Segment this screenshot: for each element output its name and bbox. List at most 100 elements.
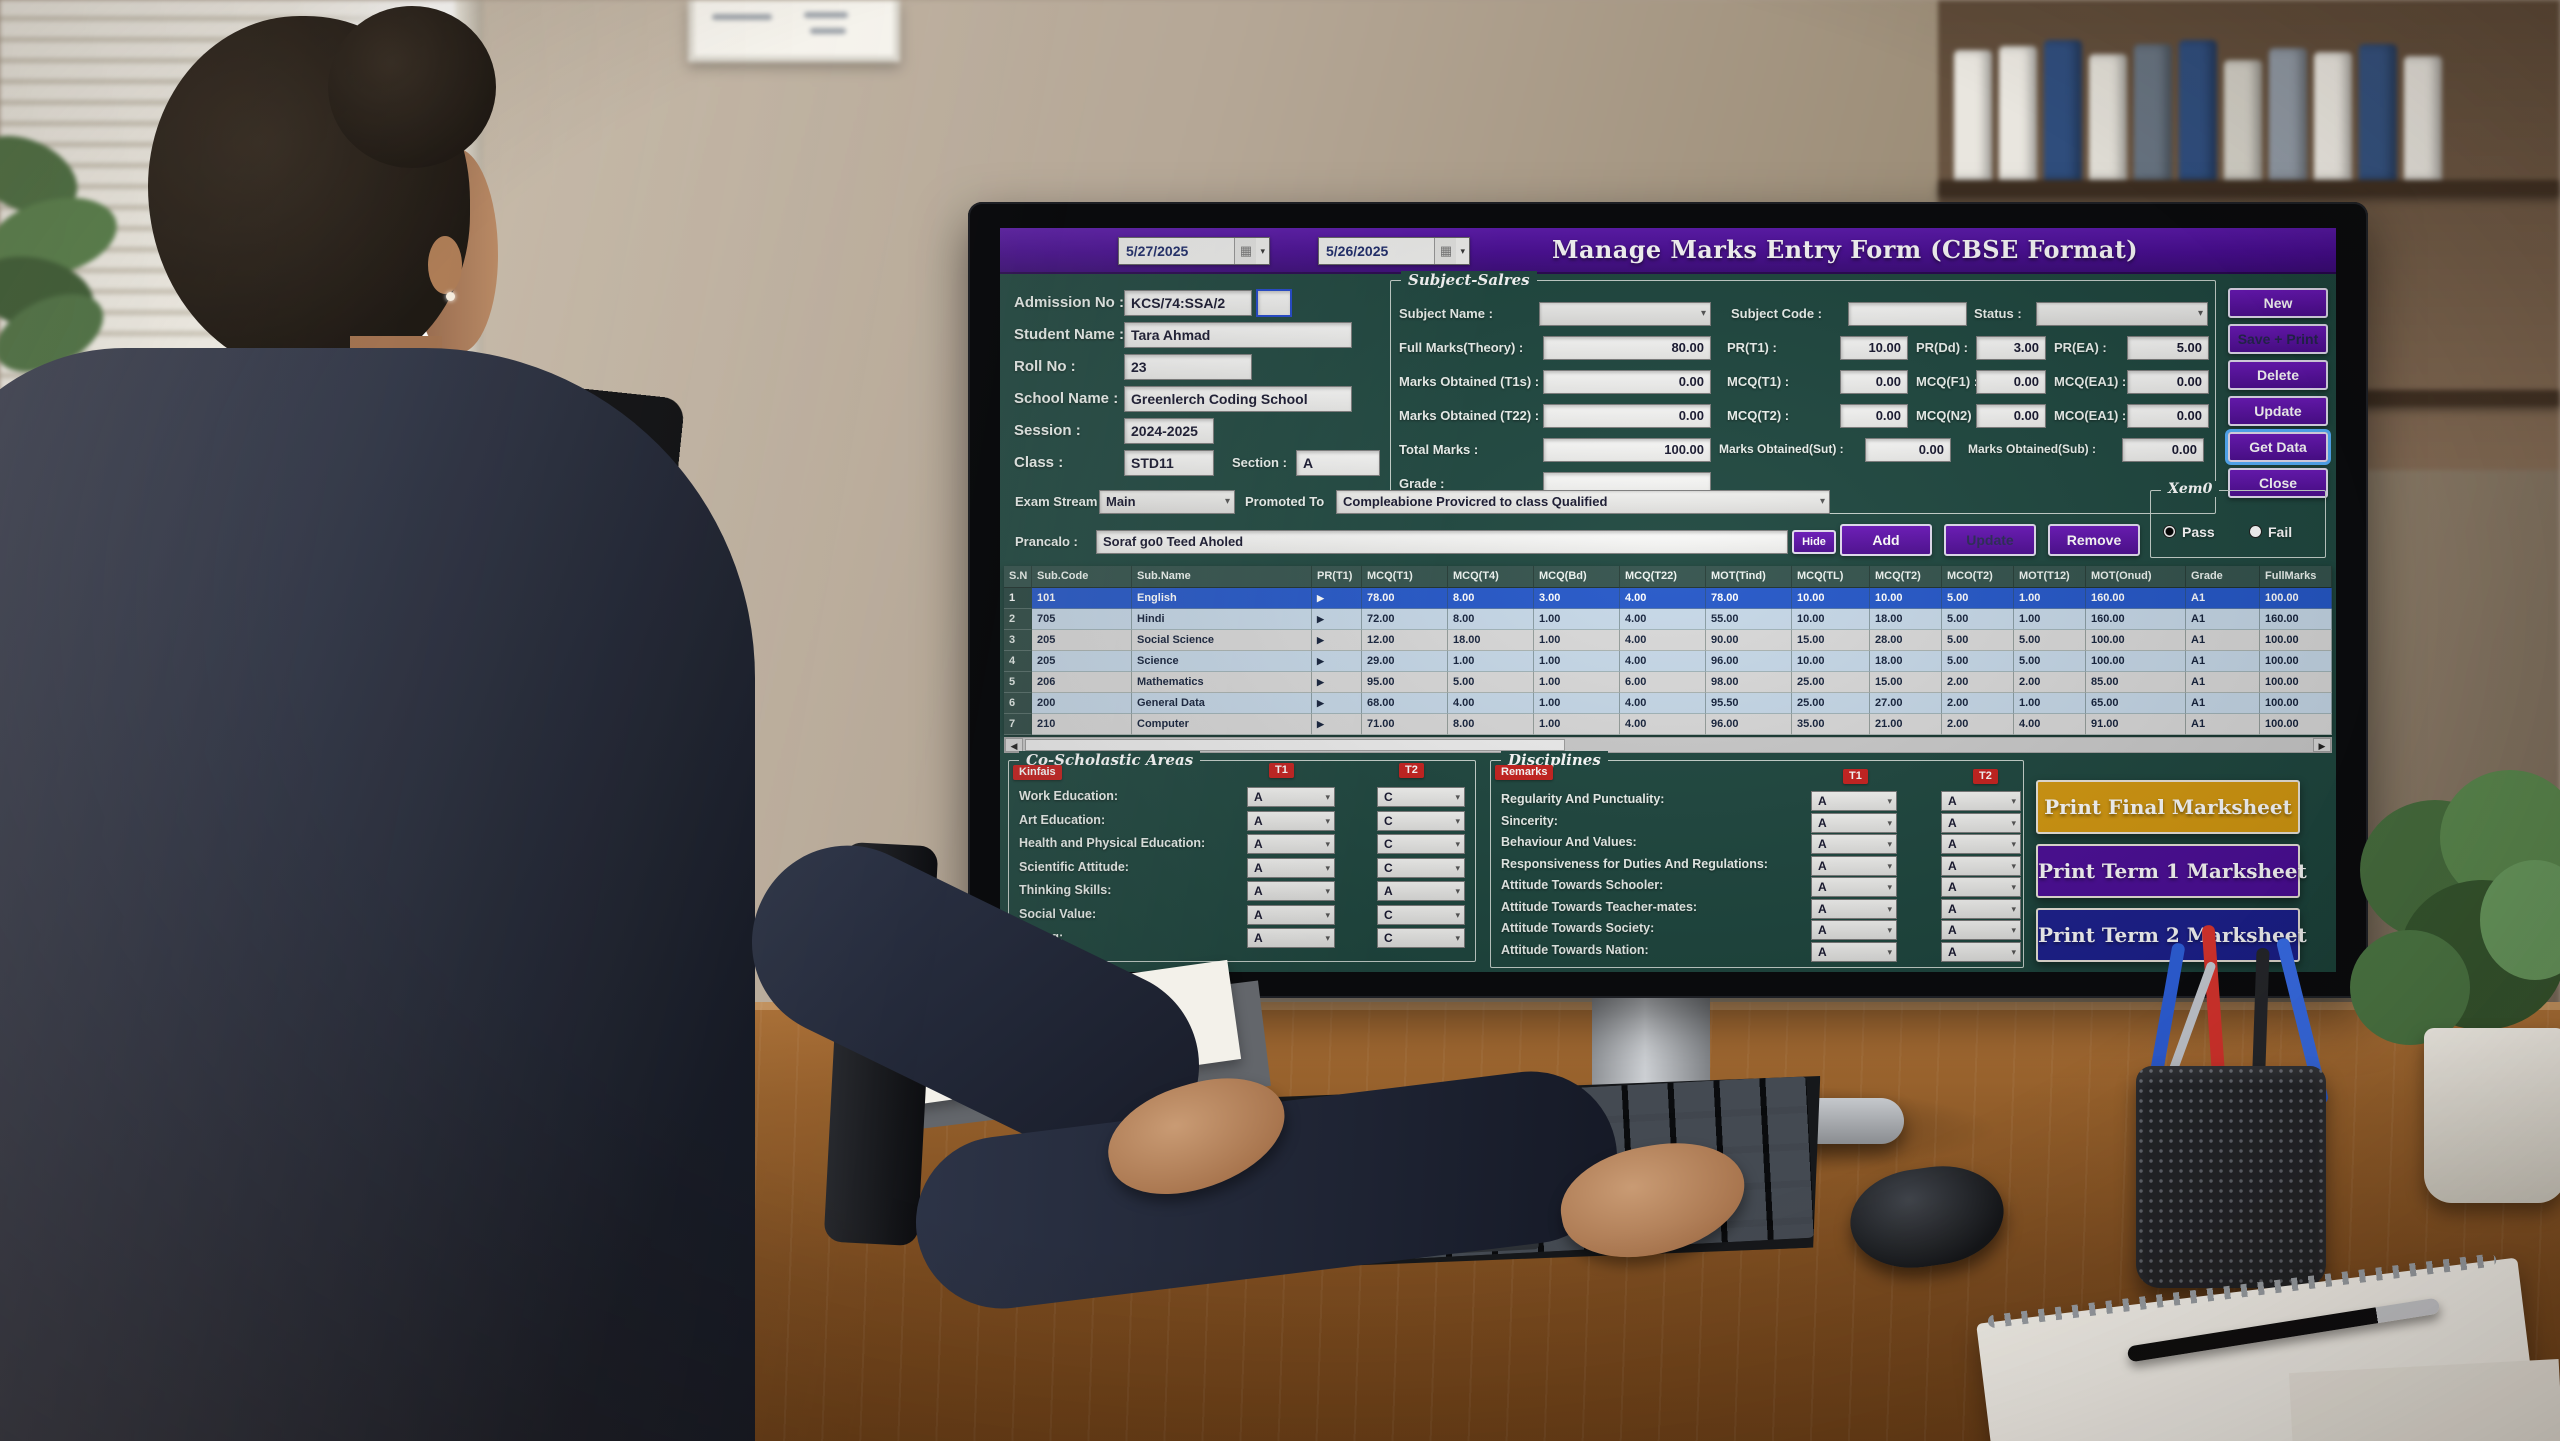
- grade-select[interactable]: A ▾: [1811, 877, 1897, 897]
- student-name-input[interactable]: Tara Ahmad: [1124, 322, 1352, 348]
- shelf-board: [1938, 180, 2560, 196]
- remarks-input[interactable]: Soraf go0 Teed Aholed: [1096, 530, 1788, 554]
- scroll-right-icon[interactable]: ▶: [2313, 738, 2331, 752]
- status-select[interactable]: ▾: [2036, 302, 2208, 326]
- grade-select[interactable]: A ▾: [1941, 941, 2021, 962]
- section-input[interactable]: A: [1296, 450, 1380, 476]
- table-row[interactable]: 4 205 Science ▶ 29.00 1.00 1.00 4.00 96.00 10.00 1…: [1004, 651, 2332, 672]
- grade-select[interactable]: C ▾: [1377, 834, 1465, 854]
- grade-select[interactable]: A ▾: [1941, 834, 2021, 854]
- table-row[interactable]: 3 205 Social Science ▶ 12.00 18.00 1.00 4.00 90.…: [1004, 630, 2332, 651]
- mcq-n2-input[interactable]: 0.00: [1976, 404, 2046, 428]
- grade-select[interactable]: A ▾: [1247, 810, 1335, 831]
- remove-row-button[interactable]: Remove: [2048, 524, 2140, 556]
- grade-select[interactable]: A ▾: [1811, 834, 1897, 854]
- mcq-f1-input[interactable]: 0.00: [1976, 370, 2046, 394]
- grade-select[interactable]: A ▾: [1941, 898, 2021, 919]
- get-data-button[interactable]: Get Data: [2228, 432, 2328, 462]
- session-input[interactable]: 2024-2025: [1124, 418, 1214, 444]
- print-term-1-marksheet-button[interactable]: Print Term 1 Marksheet: [2036, 844, 2307, 898]
- table-row[interactable]: 2 705 Hindi ▶ 72.00 8.00 1.00 4.00 55.00 10.00 18.…: [1004, 609, 2332, 630]
- grade-select[interactable]: C ▾: [1377, 928, 1465, 948]
- grid-cell: 100.00: [2260, 672, 2332, 693]
- delete-button[interactable]: Delete: [2228, 360, 2328, 390]
- promoted-to-select[interactable]: Compleabione Provicred to class Qualifie…: [1336, 490, 1830, 514]
- date-picker-2[interactable]: 5/26/2025 ▦ ▾: [1318, 237, 1470, 265]
- mcq-t1-input[interactable]: 0.00: [1840, 370, 1908, 394]
- grade-select[interactable]: A ▾: [1247, 857, 1335, 878]
- grade-select[interactable]: C ▾: [1377, 787, 1465, 807]
- subject-code-label: Subject Code :: [1731, 306, 1823, 321]
- mco-ea1-input[interactable]: 0.00: [2127, 404, 2209, 428]
- admission-browse-button[interactable]: [1256, 289, 1292, 317]
- pr-ea-input[interactable]: 5.00: [2127, 336, 2209, 360]
- grade-select[interactable]: A ▾: [1941, 855, 2021, 876]
- marks-obtained-t1-input[interactable]: 0.00: [1543, 370, 1711, 394]
- mcq-n2-label: MCQ(N2) :: [1916, 408, 1980, 423]
- grade-select[interactable]: C ▾: [1377, 810, 1465, 831]
- grade-select[interactable]: A ▾: [1941, 877, 2021, 897]
- grade-select[interactable]: A ▾: [1247, 834, 1335, 854]
- subject-code-input[interactable]: [1848, 302, 1967, 326]
- full-marks-input[interactable]: 80.00: [1543, 336, 1711, 360]
- grade-select[interactable]: A ▾: [1811, 941, 1897, 962]
- grade-select[interactable]: A ▾: [1941, 812, 2021, 833]
- dropdown-caret-icon: ▾: [1887, 796, 1892, 806]
- pr-d-input[interactable]: 3.00: [1976, 336, 2046, 360]
- add-row-button[interactable]: Add: [1840, 524, 1932, 556]
- grid-cell: 5.00: [2014, 630, 2086, 651]
- marks-obtained-sub-input[interactable]: 0.00: [2122, 438, 2204, 462]
- table-row[interactable]: 5 206 Mathematics ▶ 95.00 5.00 1.00 6.00 98.00 25…: [1004, 672, 2332, 693]
- marks-obtained-t2-input[interactable]: 0.00: [1543, 404, 1711, 428]
- fail-radio[interactable]: Fail: [2249, 523, 2292, 541]
- scrollbar-thumb[interactable]: [1025, 739, 1565, 751]
- grade-select[interactable]: A ▾: [1941, 920, 2021, 940]
- grade-select[interactable]: A ▾: [1247, 928, 1335, 948]
- admission-no-input[interactable]: KCS/74:SSA/2: [1124, 290, 1252, 316]
- grade-select[interactable]: A ▾: [1247, 881, 1335, 901]
- horizontal-scrollbar[interactable]: ◀ ▶: [1004, 737, 2332, 753]
- grid-cell: 4.00: [1620, 714, 1706, 735]
- grade-select[interactable]: C ▾: [1377, 904, 1465, 925]
- date-picker-1[interactable]: 5/27/2025 ▦ ▾: [1118, 237, 1270, 265]
- subject-name-select[interactable]: ▾: [1539, 302, 1711, 326]
- table-row[interactable]: 1 101 English ▶ 78.00 8.00 3.00 4.00 78.00 10.00 1…: [1004, 588, 2332, 609]
- grade-select[interactable]: A ▾: [1811, 920, 1897, 940]
- grade-select[interactable]: A ▾: [1247, 904, 1335, 925]
- grade-select[interactable]: A ▾: [1811, 855, 1897, 876]
- scroll-left-icon[interactable]: ◀: [1005, 738, 1023, 752]
- roll-no-input[interactable]: 23: [1124, 354, 1252, 380]
- mcq-t2-input[interactable]: 0.00: [1840, 404, 1908, 428]
- save-print-button[interactable]: Save + Print: [2228, 324, 2328, 354]
- marks-obtained-sut-input[interactable]: 0.00: [1865, 438, 1951, 462]
- grade-select[interactable]: A ▾: [1941, 791, 2021, 811]
- dropdown-caret-icon: ▾: [1887, 903, 1892, 914]
- table-row[interactable]: 6 200 General Data ▶ 68.00 4.00 1.00 4.00 95.50 2…: [1004, 693, 2332, 714]
- hide-button[interactable]: Hide: [1792, 530, 1836, 554]
- update-button[interactable]: Update: [2228, 396, 2328, 426]
- new-button[interactable]: New: [2228, 288, 2328, 318]
- grade-select[interactable]: A ▾: [1811, 898, 1897, 919]
- pass-radio[interactable]: Pass: [2163, 523, 2215, 541]
- grade-label: Grade :: [1399, 476, 1445, 491]
- class-input[interactable]: STD11: [1124, 450, 1214, 476]
- grade-select[interactable]: A ▾: [1811, 812, 1897, 833]
- grade-select[interactable]: C ▾: [1377, 857, 1465, 878]
- grade-select[interactable]: A ▾: [1811, 791, 1897, 811]
- table-row[interactable]: 7 210 Computer ▶ 71.00 8.00 1.00 4.00 96.00 35.00…: [1004, 714, 2332, 735]
- print-term-2-marksheet-button[interactable]: Print Term 2 Marksheet: [2036, 908, 2307, 962]
- calendar-icon[interactable]: ▦: [1434, 238, 1457, 264]
- pr-t1-input[interactable]: 10.00: [1840, 336, 1908, 360]
- calendar-icon[interactable]: ▦: [1234, 238, 1257, 264]
- school-name-input[interactable]: Greenlerch Coding School: [1124, 386, 1352, 412]
- grid-cell: 1.00: [2014, 609, 2086, 630]
- grade-select[interactable]: A ▾: [1247, 787, 1335, 807]
- grade-select[interactable]: A ▾: [1377, 881, 1465, 901]
- total-marks-input[interactable]: 100.00: [1543, 438, 1711, 462]
- close-button[interactable]: Close: [2228, 468, 2328, 498]
- update-row-button[interactable]: Update: [1944, 524, 2036, 556]
- mcq-ea1-input[interactable]: 0.00: [2127, 370, 2209, 394]
- print-final-marksheet-button[interactable]: Print Final Marksheet: [2036, 780, 2300, 834]
- exam-stream-select[interactable]: Main ▾: [1099, 490, 1235, 514]
- co-scholastic-label: Social Value:: [1019, 906, 1097, 921]
